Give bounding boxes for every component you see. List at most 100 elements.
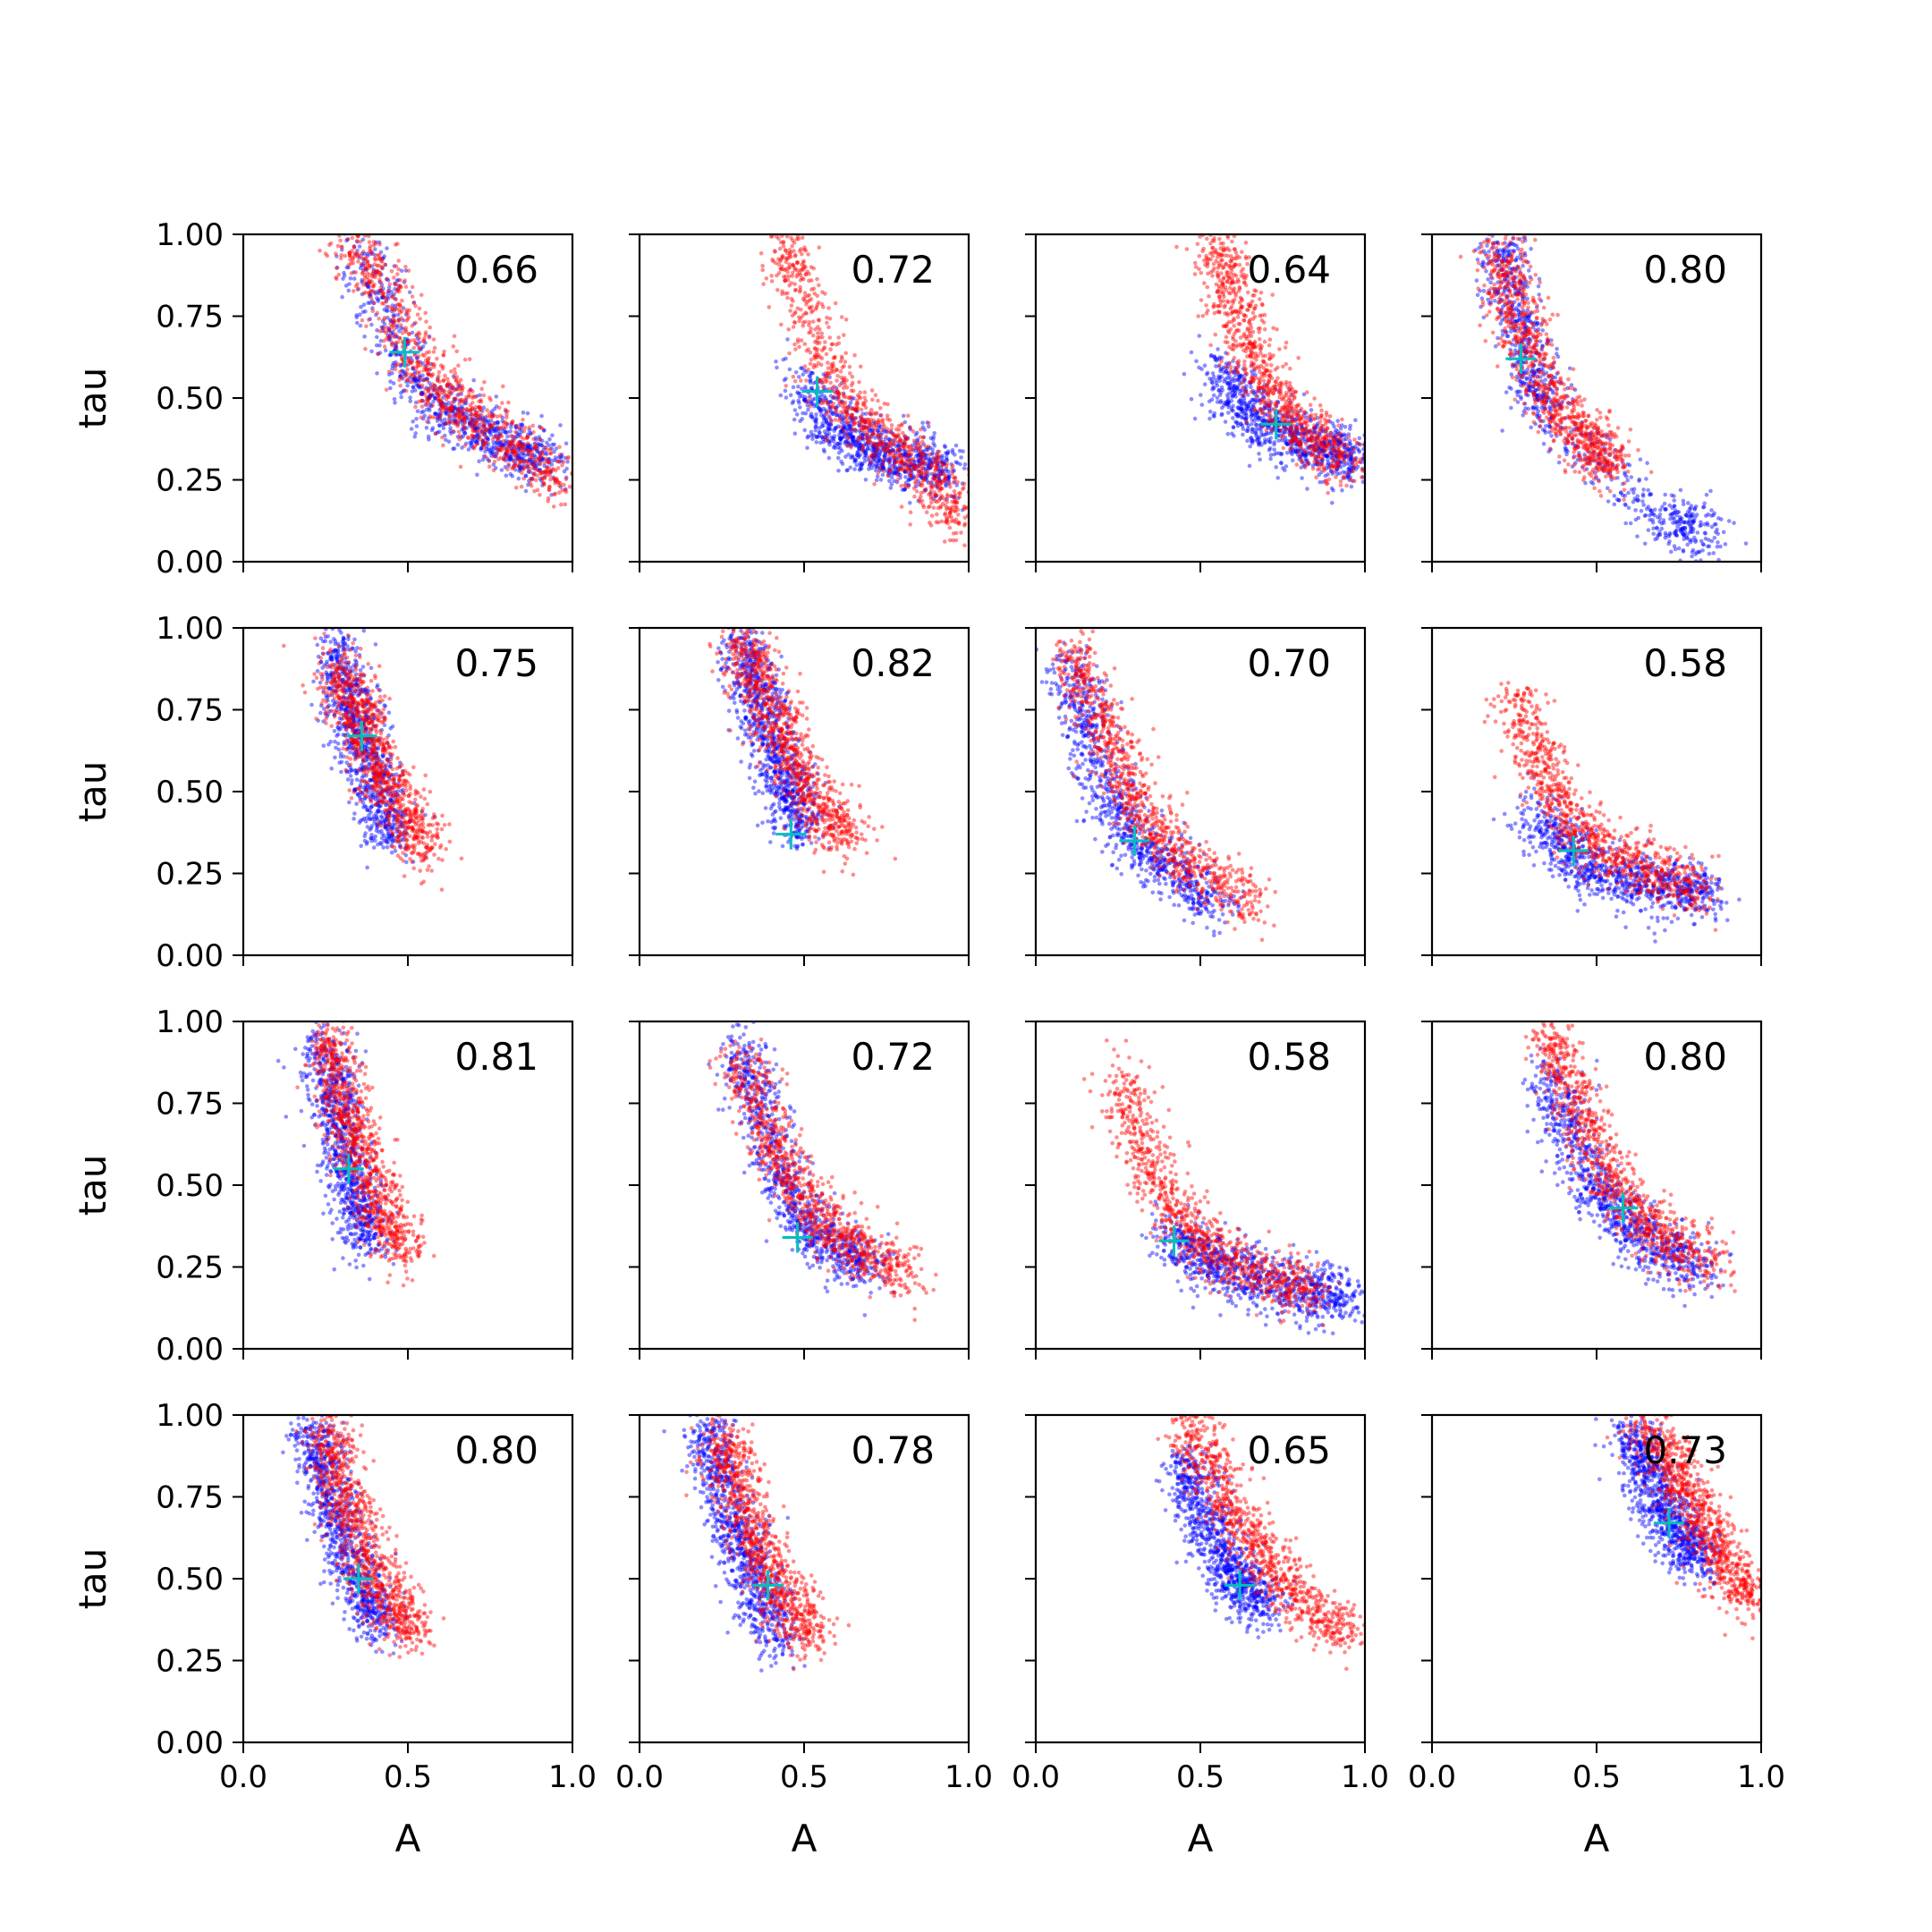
blue-point xyxy=(1218,390,1224,394)
blue-point xyxy=(513,454,518,459)
blue-point xyxy=(1341,459,1346,464)
blue-point xyxy=(1225,400,1231,404)
red-point xyxy=(426,400,431,404)
blue-point xyxy=(832,434,837,438)
red-point xyxy=(1335,453,1340,458)
red-point xyxy=(789,303,794,308)
red-point xyxy=(1216,275,1221,280)
red-point xyxy=(1283,404,1287,410)
blue-point xyxy=(845,436,850,441)
red-point xyxy=(895,448,901,453)
blue-point xyxy=(1257,416,1262,420)
blue-point xyxy=(525,458,530,463)
blue-point xyxy=(1339,433,1344,438)
blue-point xyxy=(1342,453,1347,458)
red-point xyxy=(382,318,386,322)
red-point xyxy=(410,323,415,328)
red-point xyxy=(438,399,443,404)
blue-point xyxy=(357,255,361,260)
blue-point xyxy=(818,406,823,411)
red-point xyxy=(1311,416,1316,421)
blue-point xyxy=(1238,377,1242,383)
blue-point xyxy=(1335,453,1340,457)
red-point xyxy=(507,443,512,448)
red-point xyxy=(824,370,828,376)
red-point xyxy=(1287,389,1292,394)
blue-point xyxy=(492,420,497,426)
red-point xyxy=(1273,402,1277,407)
blue-point xyxy=(403,370,408,375)
blue-point xyxy=(821,406,826,411)
blue-point xyxy=(1233,394,1238,399)
blue-point xyxy=(864,425,869,429)
blue-point xyxy=(900,453,905,458)
red-point xyxy=(1235,277,1241,282)
red-point xyxy=(453,378,459,384)
red-point xyxy=(1324,481,1329,487)
blue-point xyxy=(431,399,436,404)
red-point xyxy=(916,469,921,474)
blue-point xyxy=(870,462,875,467)
blue-point xyxy=(1250,391,1256,395)
blue-point xyxy=(891,441,896,446)
blue-point xyxy=(491,462,496,467)
blue-point xyxy=(869,440,874,445)
blue-point xyxy=(1352,450,1357,454)
red-point xyxy=(809,287,814,292)
red-point xyxy=(483,427,488,432)
red-point xyxy=(1225,279,1230,284)
red-point xyxy=(455,424,461,428)
blue-point xyxy=(1245,438,1250,444)
blue-point xyxy=(887,467,893,471)
red-point xyxy=(795,340,801,344)
red-point xyxy=(1274,400,1279,404)
blue-point xyxy=(457,384,462,388)
blue-point xyxy=(866,446,870,452)
blue-point xyxy=(920,460,926,464)
blue-point xyxy=(403,312,409,318)
blue-point xyxy=(1321,442,1326,446)
red-point xyxy=(779,264,784,269)
red-point xyxy=(445,377,450,382)
red-point xyxy=(910,447,914,452)
blue-point xyxy=(957,448,962,453)
blue-point xyxy=(1235,411,1241,417)
blue-point xyxy=(1251,413,1257,419)
red-point xyxy=(438,402,444,407)
red-point xyxy=(432,383,437,388)
red-point xyxy=(462,414,467,419)
red-point xyxy=(400,357,404,362)
blue-point xyxy=(956,496,961,501)
blue-point xyxy=(418,347,423,352)
blue-point xyxy=(1233,373,1238,377)
red-point xyxy=(508,434,513,438)
blue-point xyxy=(849,415,853,420)
red-point xyxy=(421,368,427,373)
red-point xyxy=(1278,386,1283,391)
blue-point xyxy=(451,374,456,378)
blue-point xyxy=(1266,426,1270,430)
red-point xyxy=(1204,303,1208,308)
red-point xyxy=(424,367,429,372)
blue-point xyxy=(1248,381,1252,386)
blue-point xyxy=(1275,400,1281,405)
blue-point xyxy=(423,402,428,407)
red-point xyxy=(367,264,372,268)
blue-point xyxy=(420,344,426,349)
blue-point xyxy=(1285,411,1291,417)
red-point xyxy=(390,295,394,300)
blue-point xyxy=(1336,464,1341,469)
blue-point xyxy=(1294,443,1300,447)
blue-point xyxy=(1350,460,1354,465)
blue-point xyxy=(471,434,477,439)
red-point xyxy=(1204,311,1209,316)
red-point xyxy=(457,392,462,396)
red-point xyxy=(437,379,442,384)
blue-point xyxy=(1297,431,1301,436)
blue-point xyxy=(559,454,564,459)
red-point xyxy=(867,455,872,461)
red-point xyxy=(1360,475,1364,479)
blue-point xyxy=(1240,410,1244,415)
red-point xyxy=(1208,270,1213,275)
